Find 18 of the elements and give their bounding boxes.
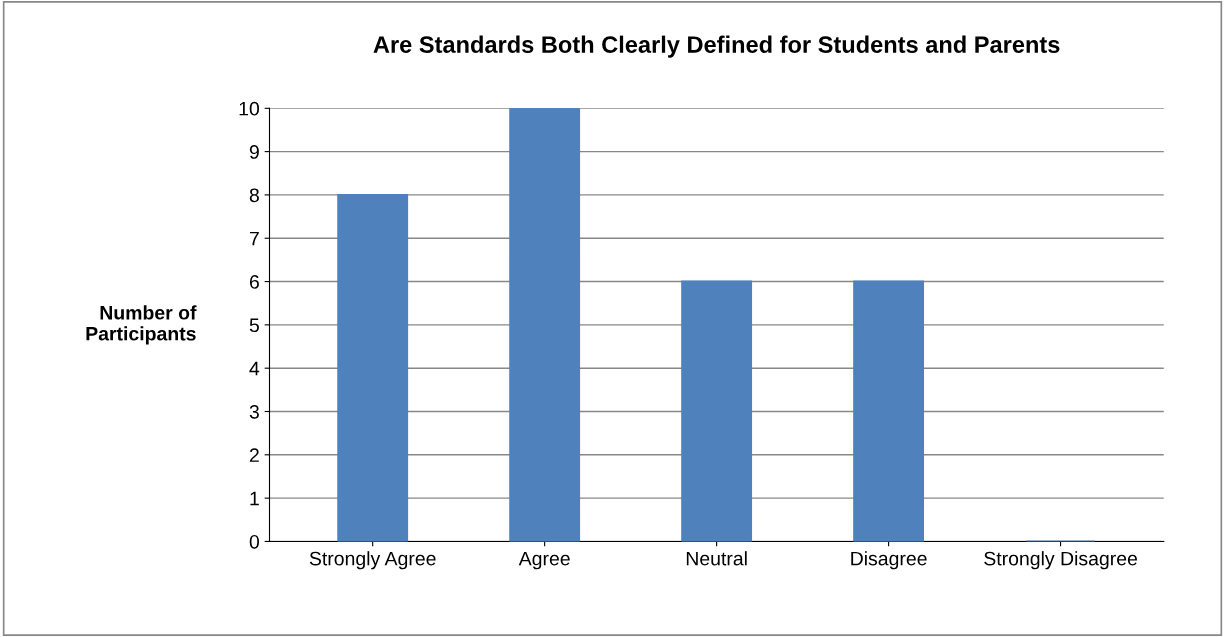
chart-title: Are Standards Both Clearly Defined for Students and Parents <box>373 35 1060 58</box>
y-axis-title: Number of Participants <box>86 305 197 345</box>
y-tick-label: 7 <box>249 231 259 246</box>
x-tick-label: Disagree <box>851 551 927 570</box>
y-tick-label: 10 <box>239 101 260 116</box>
x-tick-label: Neutral <box>686 551 747 566</box>
y-tick-label: 6 <box>249 275 259 289</box>
x-tick-label: Agree <box>518 551 570 570</box>
y-tick-label: 5 <box>249 318 259 333</box>
y-tick-label: 0 <box>249 534 260 549</box>
y-tick-label: 4 <box>249 361 260 376</box>
x-tick-label: Strongly Disagree <box>984 551 1137 570</box>
y-tick-label: 2 <box>249 448 259 462</box>
y-tick-label: 8 <box>249 188 259 203</box>
x-tick-label: Strongly Agree <box>309 551 436 570</box>
y-tick-label: 9 <box>249 145 259 159</box>
y-tick-label: 1 <box>250 491 259 506</box>
y-tick-label: 3 <box>249 404 259 419</box>
